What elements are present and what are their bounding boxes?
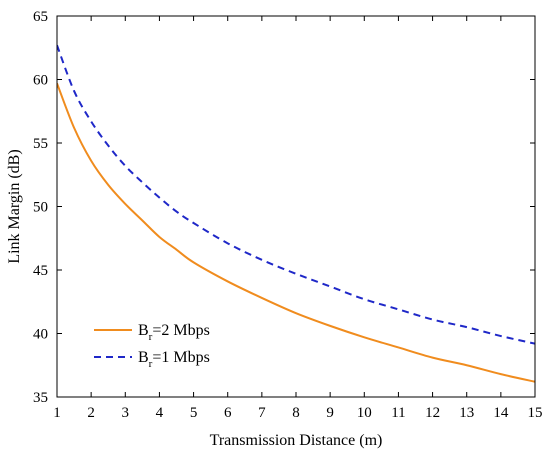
legend-label-main: B — [138, 322, 149, 339]
y-tick-label: 65 — [33, 9, 48, 25]
x-tick-label: 1 — [53, 405, 61, 421]
x-tick-label: 13 — [459, 405, 474, 421]
y-tick-label: 50 — [33, 200, 48, 216]
x-tick-label: 4 — [156, 405, 164, 421]
x-tick-label: 8 — [292, 405, 300, 421]
x-axis-title: Transmission Distance (m) — [210, 432, 383, 449]
x-tick-label: 5 — [190, 405, 198, 421]
y-tick-label: 45 — [33, 263, 48, 279]
plot-layer — [57, 44, 535, 383]
legend-label-main: B — [138, 349, 149, 366]
x-tick-label: 7 — [258, 405, 266, 421]
legend-label-subscript: r — [149, 358, 153, 370]
x-tick-label: 9 — [326, 405, 334, 421]
legend-label-2: Br=1 Mbps — [138, 349, 210, 370]
legend-label-rest: =1 Mbps — [152, 349, 209, 366]
x-tick-label: 6 — [224, 405, 232, 421]
y-tick-label: 55 — [33, 136, 48, 152]
x-tick-label: 10 — [357, 405, 372, 421]
legend-label-subscript: r — [149, 331, 153, 343]
series-line-2 — [57, 44, 535, 345]
x-tick-label: 3 — [122, 405, 130, 421]
y-tick-label: 35 — [33, 390, 48, 406]
x-tick-label: 2 — [87, 405, 95, 421]
series-line-1 — [57, 82, 535, 383]
legend-label-1: Br=2 Mbps — [138, 322, 210, 343]
y-tick-label: 40 — [33, 327, 48, 343]
x-tick-label: 11 — [391, 405, 405, 421]
x-tick-label: 12 — [425, 405, 440, 421]
x-tick-label: 15 — [528, 405, 543, 421]
x-tick-label: 14 — [493, 405, 509, 421]
y-axis-title: Link Margin (dB) — [6, 149, 23, 263]
legend-label-rest: =2 Mbps — [152, 322, 209, 339]
y-tick-label: 60 — [33, 73, 48, 89]
